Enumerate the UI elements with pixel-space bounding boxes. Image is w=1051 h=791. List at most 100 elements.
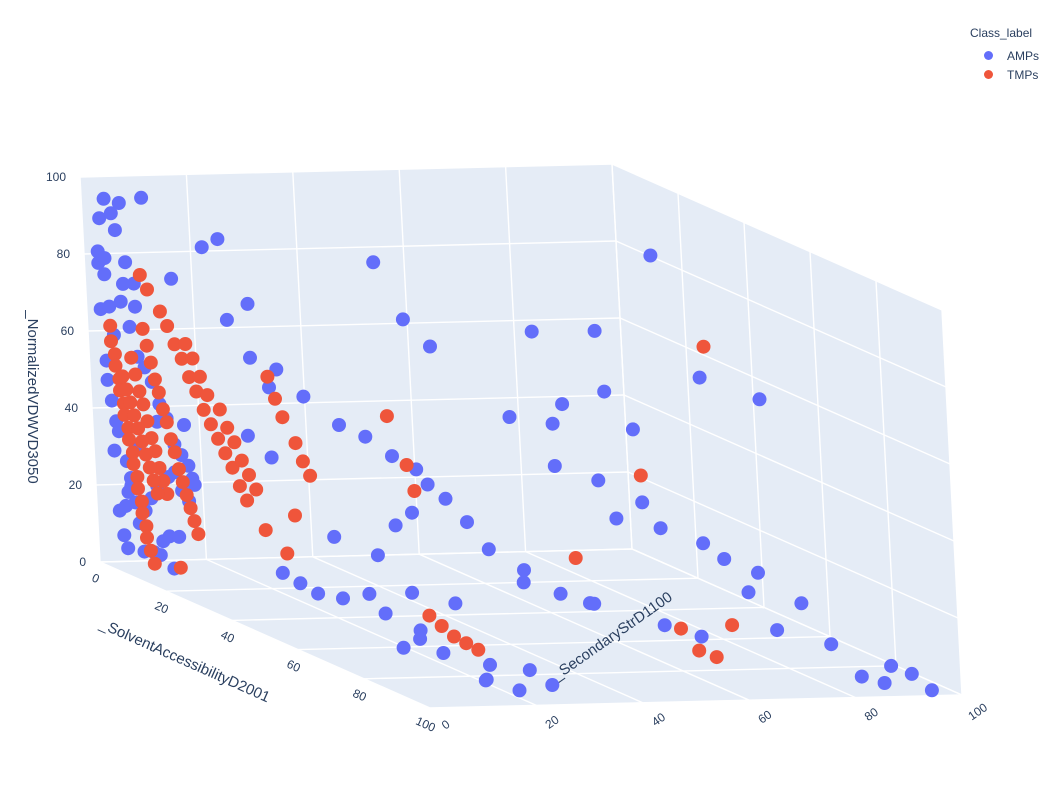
data-point-amps[interactable] (118, 255, 133, 270)
data-point-tmps[interactable] (131, 421, 146, 436)
data-point-amps[interactable] (332, 418, 346, 432)
data-point-tmps[interactable] (135, 434, 149, 449)
data-point-amps[interactable] (128, 299, 142, 314)
data-point-tmps[interactable] (126, 457, 141, 471)
data-point-amps[interactable] (717, 552, 732, 566)
data-point-tmps[interactable] (447, 629, 461, 644)
data-point-amps[interactable] (385, 449, 399, 464)
data-point-amps[interactable] (243, 350, 257, 365)
data-point-tmps[interactable] (203, 417, 218, 432)
data-point-amps[interactable] (522, 663, 537, 678)
data-point-amps[interactable] (311, 586, 326, 601)
data-point-tmps[interactable] (130, 470, 145, 484)
data-point-amps[interactable] (448, 596, 463, 611)
data-point-tmps[interactable] (163, 432, 178, 447)
data-point-amps[interactable] (752, 392, 767, 407)
data-point-amps[interactable] (625, 422, 640, 437)
data-point-tmps[interactable] (108, 358, 123, 373)
data-point-tmps[interactable] (295, 454, 310, 469)
data-point-amps[interactable] (111, 196, 126, 210)
data-point-tmps[interactable] (134, 494, 149, 509)
data-point-amps[interactable] (553, 586, 568, 601)
legend-item-tmps[interactable]: TMPs (968, 65, 1039, 84)
data-point-amps[interactable] (609, 511, 624, 526)
legend-item-amps[interactable]: AMPs (968, 46, 1039, 65)
data-point-amps[interactable] (517, 563, 531, 578)
data-point-amps[interactable] (104, 393, 119, 408)
data-point-amps[interactable] (583, 596, 597, 611)
data-point-amps[interactable] (770, 623, 785, 638)
data-point-tmps[interactable] (146, 473, 161, 488)
data-point-tmps[interactable] (151, 385, 166, 400)
data-point-amps[interactable] (481, 542, 496, 557)
data-point-tmps[interactable] (136, 397, 151, 412)
data-point-amps[interactable] (635, 495, 650, 510)
data-point-amps[interactable] (116, 276, 130, 291)
data-point-tmps[interactable] (142, 460, 157, 475)
data-point-tmps[interactable] (192, 369, 207, 384)
data-point-amps[interactable] (187, 477, 202, 492)
data-point-tmps[interactable] (167, 337, 182, 352)
data-point-tmps[interactable] (150, 486, 165, 501)
data-point-amps[interactable] (388, 518, 403, 533)
data-point-amps[interactable] (396, 640, 411, 655)
data-point-tmps[interactable] (220, 420, 235, 435)
data-point-amps[interactable] (97, 251, 112, 266)
data-point-tmps[interactable] (183, 501, 198, 516)
data-point-amps[interactable] (293, 576, 308, 591)
data-point-amps[interactable] (134, 190, 149, 205)
data-point-amps[interactable] (121, 541, 136, 556)
data-point-tmps[interactable] (173, 560, 188, 575)
data-point-amps[interactable] (96, 191, 111, 206)
data-point-tmps[interactable] (160, 319, 175, 333)
data-point-amps[interactable] (694, 629, 709, 644)
data-point-amps[interactable] (405, 585, 420, 600)
data-point-tmps[interactable] (182, 370, 197, 385)
data-point-tmps[interactable] (178, 337, 193, 351)
data-point-amps[interactable] (438, 491, 453, 506)
data-point-tmps[interactable] (174, 351, 189, 366)
data-point-amps[interactable] (413, 631, 428, 646)
data-point-amps[interactable] (547, 459, 562, 473)
data-point-amps[interactable] (262, 380, 276, 395)
data-point-amps[interactable] (210, 232, 225, 247)
data-point-tmps[interactable] (692, 643, 707, 658)
data-point-tmps[interactable] (249, 482, 264, 497)
data-point-amps[interactable] (751, 565, 765, 580)
data-point-amps[interactable] (545, 678, 560, 692)
data-point-amps[interactable] (405, 505, 419, 520)
data-point-amps[interactable] (219, 312, 234, 327)
data-point-amps[interactable] (854, 669, 869, 684)
data-point-tmps[interactable] (152, 304, 167, 319)
data-point-amps[interactable] (362, 586, 377, 601)
data-point-tmps[interactable] (155, 402, 170, 417)
data-point-tmps[interactable] (633, 468, 648, 483)
data-point-amps[interactable] (794, 596, 809, 611)
data-point-tmps[interactable] (212, 402, 227, 417)
data-point-tmps[interactable] (147, 556, 162, 571)
data-point-amps[interactable] (194, 240, 209, 255)
data-point-tmps[interactable] (459, 636, 474, 651)
data-point-amps[interactable] (240, 296, 255, 311)
data-point-tmps[interactable] (187, 514, 202, 529)
data-point-tmps[interactable] (127, 408, 142, 423)
data-point-tmps[interactable] (179, 488, 194, 503)
data-point-tmps[interactable] (147, 372, 162, 387)
data-point-tmps[interactable] (171, 462, 186, 477)
data-point-tmps[interactable] (140, 282, 154, 297)
data-point-tmps[interactable] (103, 318, 118, 333)
data-point-amps[interactable] (478, 673, 493, 688)
data-point-tmps[interactable] (167, 445, 182, 460)
data-point-amps[interactable] (92, 211, 107, 226)
data-point-amps[interactable] (177, 418, 191, 432)
data-point-amps[interactable] (327, 529, 342, 544)
data-point-tmps[interactable] (189, 384, 204, 399)
data-point-tmps[interactable] (303, 468, 318, 483)
data-point-tmps[interactable] (104, 334, 118, 349)
data-point-amps[interactable] (100, 372, 115, 387)
data-point-amps[interactable] (904, 666, 919, 681)
data-point-tmps[interactable] (227, 435, 242, 450)
data-point-amps[interactable] (358, 429, 373, 444)
data-point-tmps[interactable] (139, 519, 154, 534)
data-point-amps[interactable] (336, 591, 350, 606)
